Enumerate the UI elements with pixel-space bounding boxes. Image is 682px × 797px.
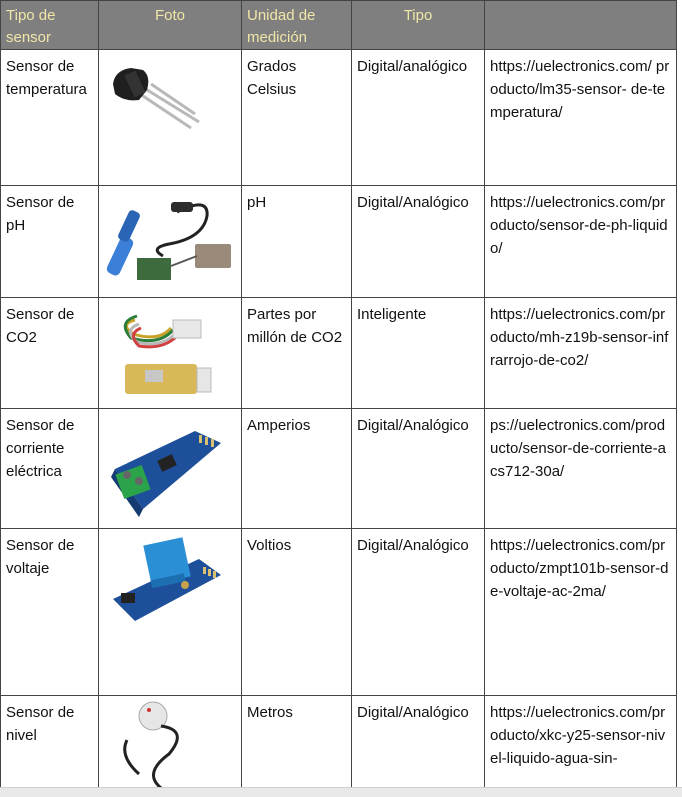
sensor-name: Sensor de pH [0, 185, 99, 298]
sensor-name: Sensor de voltaje [0, 528, 99, 696]
sensor-name: Sensor de nivel [0, 695, 99, 796]
product-url[interactable]: https://uelectronics.com/producto/mh-z19… [484, 297, 677, 409]
product-url[interactable]: https://uelectronics.com/producto/zmpt10… [484, 528, 677, 696]
product-url[interactable]: https://uelectronics.com/producto/sensor… [484, 185, 677, 298]
current-sensor-image [111, 431, 221, 517]
table-row: Sensor de corriente eléctrica Amperios D… [0, 408, 677, 529]
level-sensor-image [123, 701, 179, 794]
photo-cell [98, 297, 242, 409]
unit: Voltios [241, 528, 352, 696]
header-type: Tipo [351, 0, 485, 50]
header-row: Tipo de sensor Foto Unidad de medición T… [0, 0, 677, 50]
header-sensor-type: Tipo de sensor [0, 0, 99, 50]
table-row: Sensor de CO2 Partes por millón de CO2 [0, 297, 677, 409]
sensor-name: Sensor de CO2 [0, 297, 99, 409]
sensor-kind: Digital/analógico [351, 49, 485, 186]
photo-cell [98, 528, 242, 696]
product-url[interactable]: ps://uelectronics.com/producto/sensor-de… [484, 408, 677, 529]
table-row: Sensor de temperatura Grados Celsius Dig… [0, 49, 677, 186]
header-unit: Unidad de medición [241, 0, 352, 50]
table-row: Sensor de nivel Metros Digital/Analógico… [0, 695, 677, 796]
unit: Partes por millón de CO2 [241, 297, 352, 409]
unit: Metros [241, 695, 352, 796]
header-photo: Foto [98, 0, 242, 50]
horizontal-scrollbar[interactable] [0, 787, 682, 797]
sensor-kind: Digital/Analógico [351, 408, 485, 529]
sensor-name: Sensor de temperatura [0, 49, 99, 186]
table-row: Sensor de voltaje Voltios Digital/Analóg… [0, 528, 677, 696]
voltage-sensor-image [113, 537, 221, 621]
photo-cell [98, 695, 242, 796]
unit: Grados Celsius [241, 49, 352, 186]
temperature-sensor-image [113, 68, 200, 130]
sensor-kind: Digital/Analógico [351, 185, 485, 298]
unit: Amperios [241, 408, 352, 529]
photo-cell [98, 185, 242, 298]
co2-sensor-image [123, 314, 212, 394]
unit: pH [241, 185, 352, 298]
product-url[interactable]: https://uelectronics.com/ producto/lm35-… [484, 49, 677, 186]
photo-cell [98, 408, 242, 529]
header-url [484, 0, 677, 50]
photo-cell [98, 49, 242, 186]
product-url[interactable]: https://uelectronics.com/producto/xkc-y2… [484, 695, 677, 796]
sensor-name: Sensor de corriente eléctrica [0, 408, 99, 529]
table-row: Sensor de pH pH Digital/Analógico https:… [0, 185, 677, 298]
sensor-kind: Digital/Analógico [351, 695, 485, 796]
sensor-kind: Inteligente [351, 297, 485, 409]
ph-sensor-image [106, 202, 231, 280]
sensor-kind: Digital/Analógico [351, 528, 485, 696]
